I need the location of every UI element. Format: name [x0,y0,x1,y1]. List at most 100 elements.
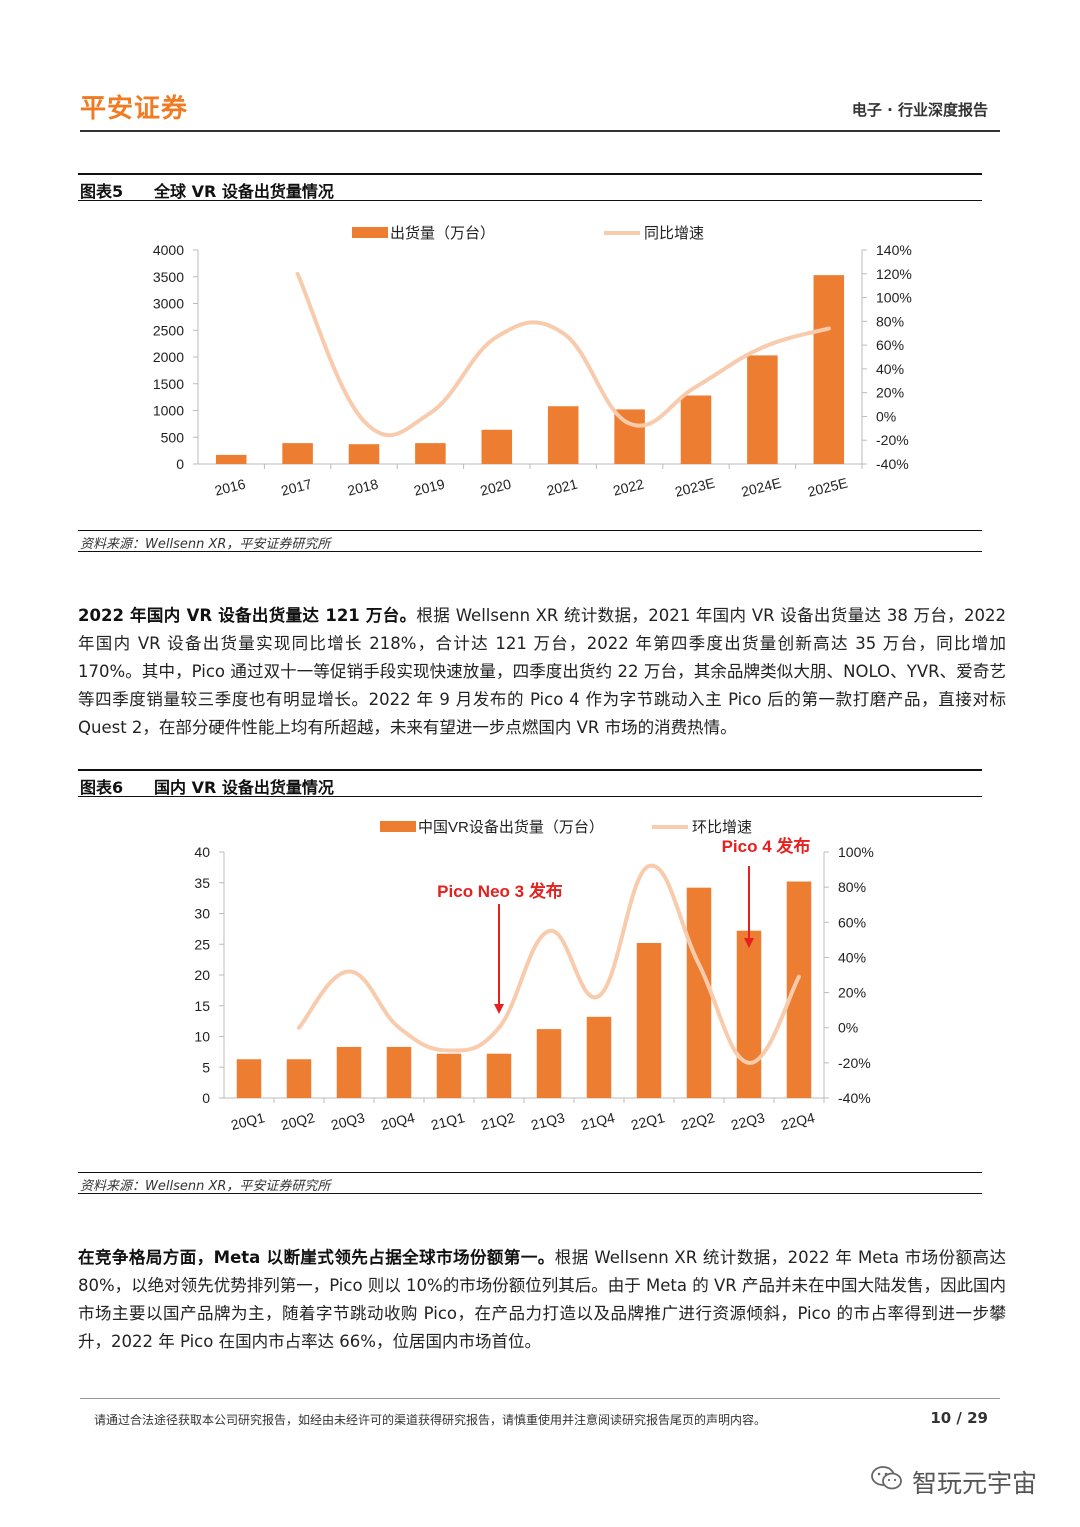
annotation-arrow-head [494,1004,504,1014]
figure5-source-rule [78,551,982,552]
bar-2017 [282,443,313,464]
right-tick-label: -40% [838,1090,871,1106]
bar-22Q1 [636,943,662,1098]
left-tick-label: 15 [194,998,210,1014]
bar-21Q1 [436,1053,462,1098]
x-tick-label: 2025E [806,474,849,499]
left-tick-label: 30 [194,906,210,922]
figure5-title: 图表5 全球 VR 设备出货量情况 [80,178,334,202]
x-tick-label: 2016 [213,476,247,499]
bar-2025E [813,275,845,464]
left-tick-label: 25 [194,936,210,952]
bar-2024E [747,355,778,464]
left-tick-label: 20 [194,967,210,983]
x-tick-label: 2021 [545,476,579,499]
legend-bar-label: 中国VR设备出货量（万台） [418,819,604,836]
bar-21Q4 [586,1016,612,1098]
figure5-title-rule [78,200,982,201]
bar-2019 [415,443,446,464]
x-tick-label: 2020 [479,476,513,499]
global-vr-chart: 出货量（万台） 同比增速 0 500 1000 1500 2000 2500 3000 3500 4… [153,225,912,500]
paragraph-domestic-shipments: 2022 年国内 VR 设备出货量达 121 万台。根据 Wellsenn XR… [78,602,1006,742]
paragraph2-lead: 在竞争格局方面，Meta 以断崖式领先占据全球市场份额第一。 [78,1248,555,1267]
legend-line-label: 同比增速 [644,225,704,242]
x-tick-label: 21Q4 [579,1109,616,1133]
figure6-title-text: 国内 VR 设备出货量情况 [154,778,334,797]
header-divider [80,130,1000,132]
left-tick-label: 10 [194,1029,210,1045]
left-tick-label: 4000 [153,242,184,258]
bar-20Q2 [286,1059,312,1098]
right-tick-label: 80% [876,313,904,329]
growth-line [295,271,831,438]
left-tick-label: 0 [202,1090,210,1106]
figure6-source-rule [78,1193,982,1194]
x-tick-label: 22Q3 [729,1109,766,1133]
paragraph1-body: 根据 Wellsenn XR 统计数据，2021 年国内 VR 设备出货量达 3… [78,606,1007,737]
right-tick-label: 60% [838,914,866,930]
legend-line-label: 环比增速 [692,819,752,836]
bar-21Q3 [536,1029,562,1098]
page-number: 10 / 29 [930,1409,988,1427]
paragraph2-body: 根据 Wellsenn XR 统计数据，2022 年 Meta 市场份额高达 8… [78,1248,1006,1351]
watermark-account: 智玩元宇宙 [912,1469,1038,1498]
right-tick-label: 40% [838,949,866,965]
x-tick-label: 21Q3 [529,1109,566,1133]
right-tick-label: 80% [838,879,866,895]
figure6-source: 资料来源：Wellsenn XR，平安证券研究所 [80,1179,331,1194]
figure5-title-text: 全球 VR 设备出货量情况 [154,182,334,201]
x-tick-label: 2018 [346,476,380,499]
footer-disclaimer: 请通过合法途径获取本公司研究报告，如经由未经许可的渠道获得研究报告，请慎重使用并… [94,1413,767,1427]
right-tick-label: 40% [876,361,904,377]
figure6-title-rule [78,796,982,797]
left-tick-label: 5 [202,1059,210,1075]
legend-bar-swatch [352,227,388,238]
left-tick-label: 1000 [153,403,184,419]
figure6-number: 图表6 [80,778,124,797]
figure5-number: 图表5 [80,182,124,201]
figure5-top-rule [78,173,982,175]
x-tick-label: 22Q2 [679,1109,716,1133]
report-section: 电子 · 行业深度报告 [851,101,988,119]
legend-bar-swatch [380,821,416,832]
right-tick-label: 100% [838,844,874,860]
left-tick-label: 40 [194,844,210,860]
annotation-arrow-head [744,938,754,948]
x-tick-label: 20Q4 [379,1109,416,1133]
x-tick-label: 2022 [611,476,645,499]
right-tick-label: 0% [838,1020,858,1036]
left-tick-label: 1500 [153,376,184,392]
bar-22Q4 [786,881,812,1098]
right-tick-label: 120% [876,266,912,282]
wechat-icon [871,1466,902,1490]
x-tick-label: 2024E [740,474,783,499]
china-vr-chart: 中国VR设备出货量（万台） 环比增速 0 5 10 15 20 25 30 35 40 -40% -20… [194,819,874,1133]
brand-logo: 平安证券 [80,94,189,124]
x-tick-label: 21Q1 [429,1109,466,1133]
figure6-top-rule [78,769,982,771]
bar-2021 [547,406,579,464]
bar-21Q2 [486,1053,512,1098]
bar-20Q4 [386,1046,412,1098]
right-tick-label: 140% [876,242,912,258]
paragraph1-lead: 2022 年国内 VR 设备出货量达 121 万台。 [78,606,417,625]
right-tick-label: 100% [876,290,912,306]
paragraph-competition: 在竞争格局方面，Meta 以断崖式领先占据全球市场份额第一。根据 Wellsen… [78,1244,1006,1356]
right-tick-label: 0% [876,408,896,424]
bar-2016 [215,454,247,464]
legend-bar-label: 出货量（万台） [390,225,495,242]
left-tick-label: 500 [161,429,185,445]
x-tick-label: 2017 [279,476,313,499]
annotation-label: Pico 4 发布 [722,836,811,856]
x-tick-label: 22Q1 [629,1109,666,1133]
left-tick-label: 3000 [153,296,184,312]
bar-20Q1 [236,1059,262,1098]
figure5-source: 资料来源：Wellsenn XR，平安证券研究所 [80,537,331,552]
right-tick-label: 60% [876,337,904,353]
figure6-title: 图表6 国内 VR 设备出货量情况 [80,774,334,798]
annotation-label: Pico Neo 3 发布 [437,881,563,901]
right-tick-label: -20% [876,432,909,448]
x-tick-label: 2019 [412,476,446,499]
left-tick-label: 3500 [153,269,184,285]
bar-2020 [481,429,513,464]
